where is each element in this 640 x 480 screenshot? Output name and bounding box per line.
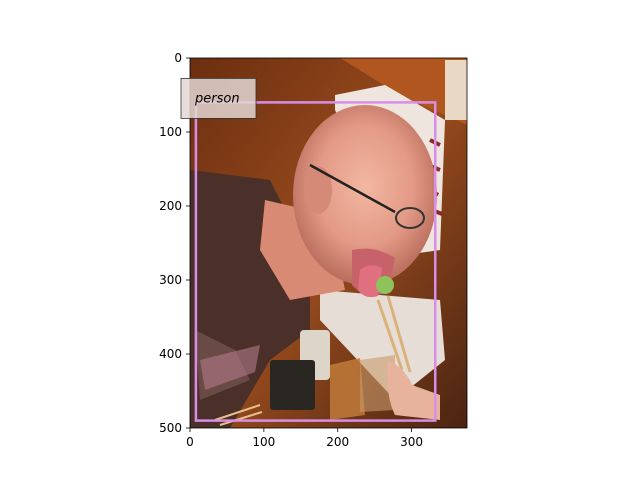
axes-frame [189, 57, 468, 429]
hand [387, 360, 440, 420]
y-tick-label: 300 [159, 273, 182, 287]
y-axis: 0 100 200 300 400 500 [159, 51, 190, 435]
detection-label-box [180, 78, 257, 119]
detection-label-text: person [194, 91, 240, 106]
x-axis: 0 100 200 300 [186, 428, 423, 449]
y-tick-label: 100 [159, 125, 182, 139]
menu-card-top [445, 60, 467, 120]
x-tick-label: 100 [252, 435, 275, 449]
x-tick-label: 300 [400, 435, 423, 449]
photo-image [190, 58, 467, 428]
y-tick-label: 200 [159, 199, 182, 213]
detection-box-person [194, 101, 437, 422]
y-tick-label: 0 [174, 51, 182, 65]
x-tick-label: 0 [186, 435, 194, 449]
y-tick-label: 400 [159, 347, 182, 361]
x-tick-label: 200 [326, 435, 349, 449]
y-tick-label: 500 [159, 421, 182, 435]
